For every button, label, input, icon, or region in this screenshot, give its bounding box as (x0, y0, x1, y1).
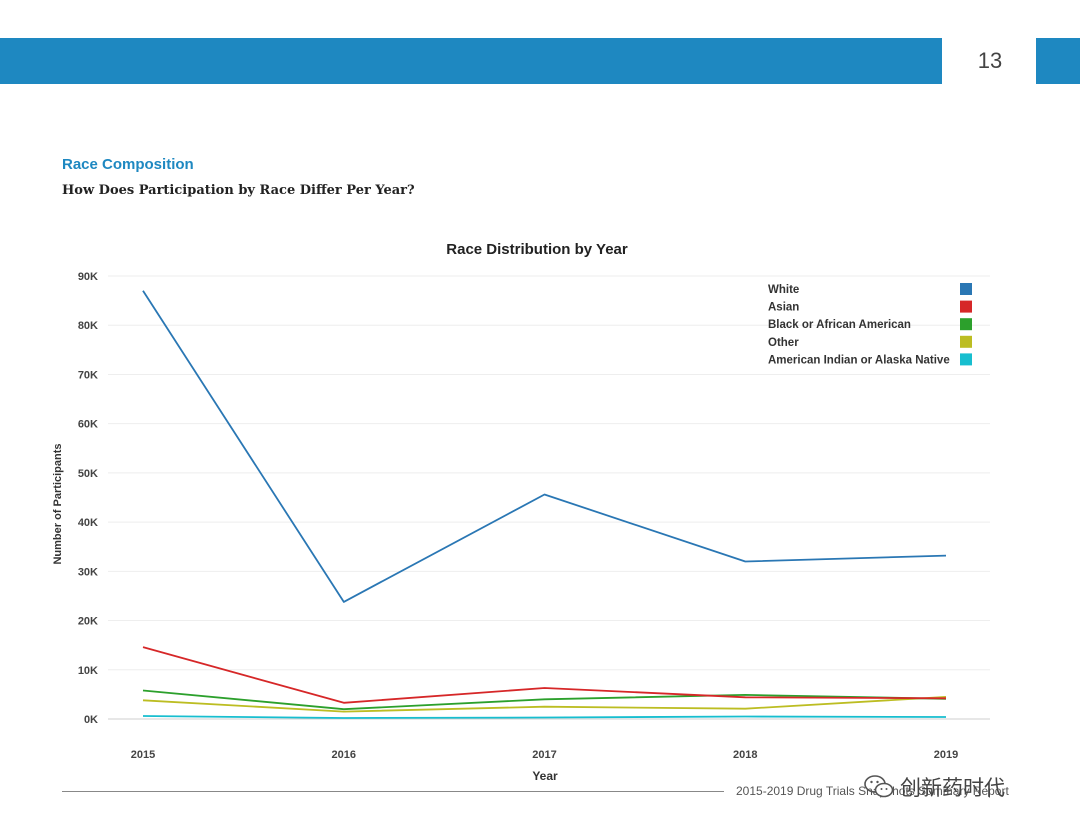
page-number: 13 (977, 48, 1003, 73)
legend-layer: White Asian Black or African American Other… (768, 283, 972, 366)
wechat-icon (864, 775, 894, 798)
y-tick-label: 50K (78, 468, 98, 480)
legend-label: American Indian or Alaska Native (768, 354, 950, 366)
chart-title: Race Distribution by Year (446, 241, 628, 258)
y-tick-label: 10K (78, 665, 98, 677)
x-tick-label: 2019 (934, 749, 958, 761)
x-axis-label: Year (532, 769, 558, 780)
legend-label: Black or African American (768, 319, 911, 331)
y-tick-label: 60K (78, 419, 98, 431)
section-title: Race Composition (62, 156, 194, 173)
y-tick-label: 20K (78, 616, 98, 628)
header-bar (0, 38, 942, 84)
x-tick-label: 2017 (532, 749, 556, 761)
series-layer (142, 290, 947, 719)
legend-label: White (768, 284, 799, 296)
legend-swatch (960, 335, 972, 348)
race-distribution-chart: 0K 10K 20K 30K 40K 50K 60K 70K 80K 90K 2015 2016 201… (52, 241, 990, 780)
section-subtitle: How Does Participation by Race Differ Pe… (62, 183, 415, 198)
series-line-american-indian-or-alaska-native (142, 715, 947, 719)
series-line-other (142, 696, 947, 713)
x-tick-label: 2016 (332, 749, 356, 761)
y-tick-label: 90K (78, 271, 98, 283)
footer-divider (62, 791, 724, 792)
legend-swatch (960, 318, 972, 331)
grid-layer (108, 275, 990, 720)
axis-layer: 0K 10K 20K 30K 40K 50K 60K 70K 80K 90K 2015 2016 201… (78, 271, 958, 761)
series-line-black-or-african-american (142, 689, 947, 711)
y-tick-label: 80K (78, 320, 98, 332)
y-axis-label: Number of Participants (52, 443, 64, 564)
series-line-white (142, 290, 947, 603)
watermark: 创新药时代 (864, 772, 1005, 802)
header-bar-right (1036, 38, 1080, 84)
legend-label: Asian (768, 302, 799, 314)
y-tick-label: 30K (78, 566, 98, 578)
legend-swatch (960, 353, 972, 366)
y-tick-label: 0K (84, 714, 98, 726)
y-tick-label: 70K (78, 369, 98, 381)
x-tick-label: 2018 (733, 749, 757, 761)
legend-label: Other (768, 337, 799, 349)
legend-swatch (960, 300, 972, 313)
x-tick-label: 2015 (131, 749, 155, 761)
y-tick-label: 40K (78, 517, 98, 529)
legend-swatch (960, 283, 972, 295)
watermark-text: 创新药时代 (900, 776, 1005, 800)
series-line-asian (142, 646, 947, 704)
